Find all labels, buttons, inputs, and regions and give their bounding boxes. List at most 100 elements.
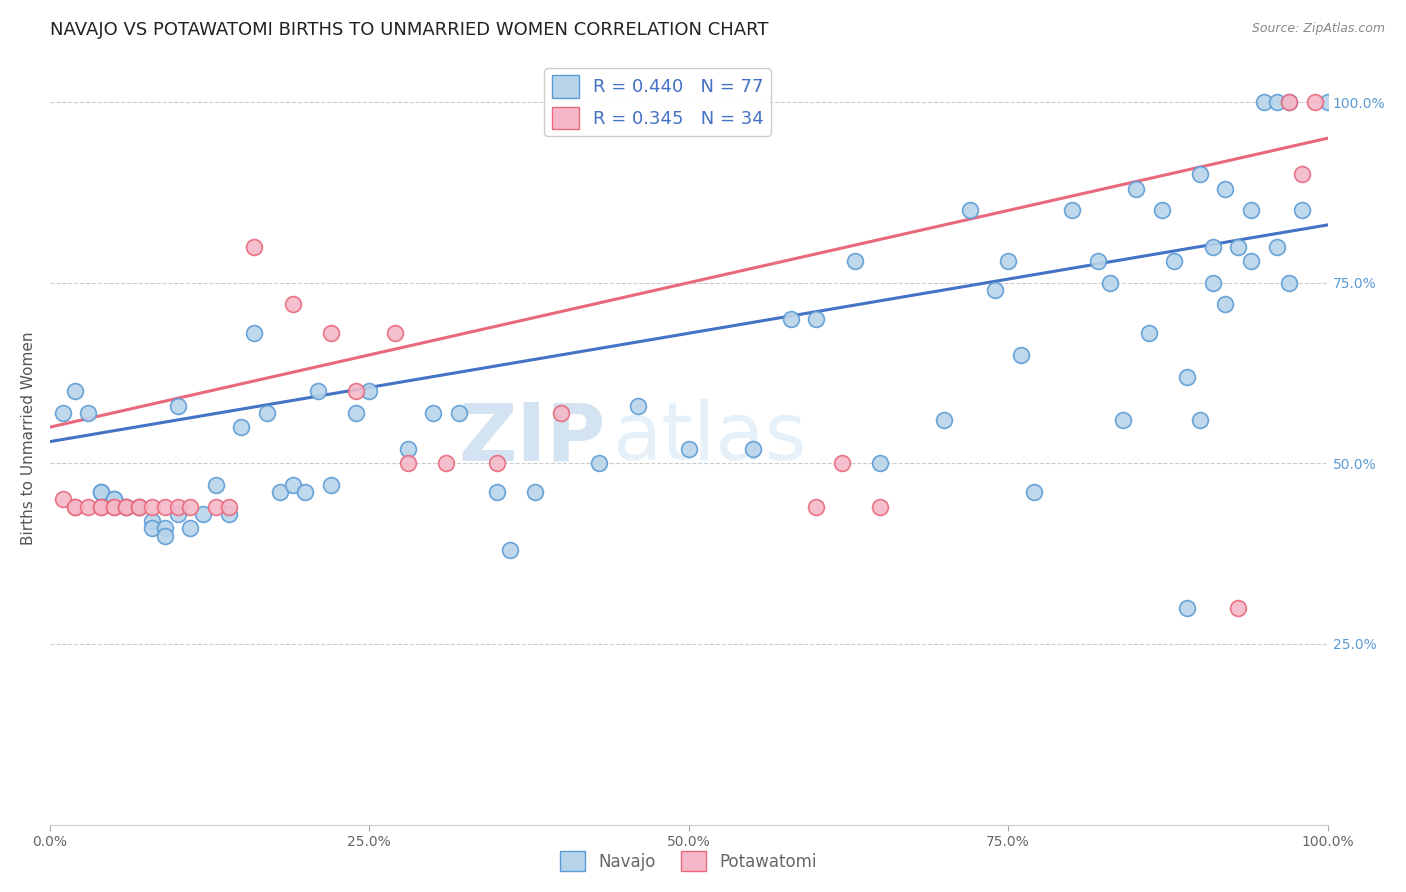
Point — [1062, 203, 1084, 218]
Point — [103, 492, 125, 507]
Point — [346, 384, 368, 398]
Point — [153, 521, 176, 535]
Point — [319, 326, 342, 341]
Point — [1278, 276, 1301, 290]
Point — [524, 485, 547, 500]
Point — [51, 406, 73, 420]
Point — [166, 500, 188, 514]
Point — [1188, 167, 1211, 181]
Point — [1188, 413, 1211, 427]
Point — [65, 500, 87, 514]
Point — [166, 507, 188, 521]
Point — [191, 507, 214, 521]
Point — [77, 406, 100, 420]
Point — [1291, 167, 1313, 181]
Point — [1150, 203, 1173, 218]
Point — [179, 521, 201, 535]
Point — [90, 485, 112, 500]
Point — [103, 500, 125, 514]
Text: atlas: atlas — [612, 399, 807, 477]
Point — [115, 500, 138, 514]
Point — [869, 456, 891, 470]
Point — [51, 492, 73, 507]
Point — [1303, 95, 1326, 109]
Point — [205, 500, 228, 514]
Point — [128, 500, 150, 514]
Point — [384, 326, 406, 341]
Point — [269, 485, 291, 500]
Point — [396, 442, 419, 456]
Point — [1253, 95, 1275, 109]
Point — [115, 500, 138, 514]
Point — [934, 413, 956, 427]
Point — [1291, 203, 1313, 218]
Point — [1316, 95, 1339, 109]
Point — [869, 500, 891, 514]
Point — [984, 283, 1007, 297]
Point — [831, 456, 853, 470]
Point — [141, 514, 163, 528]
Point — [626, 399, 648, 413]
Point — [588, 456, 610, 470]
Point — [1010, 348, 1032, 362]
Point — [141, 521, 163, 535]
Point — [678, 442, 700, 456]
Point — [422, 406, 444, 420]
Point — [90, 500, 112, 514]
Point — [434, 456, 457, 470]
Point — [485, 485, 508, 500]
Point — [231, 420, 253, 434]
Point — [1227, 239, 1250, 253]
Point — [1125, 182, 1147, 196]
Point — [128, 500, 150, 514]
Point — [1022, 485, 1045, 500]
Point — [65, 384, 87, 398]
Point — [218, 500, 240, 514]
Point — [1175, 369, 1198, 384]
Point — [115, 500, 138, 514]
Point — [281, 297, 304, 311]
Point — [115, 500, 138, 514]
Point — [103, 500, 125, 514]
Text: ZIP: ZIP — [458, 399, 606, 477]
Point — [1112, 413, 1135, 427]
Point — [153, 500, 176, 514]
Point — [1201, 239, 1223, 253]
Point — [1227, 600, 1250, 615]
Point — [1201, 276, 1223, 290]
Point — [294, 485, 316, 500]
Point — [1175, 600, 1198, 615]
Point — [243, 239, 266, 253]
Point — [1278, 95, 1301, 109]
Point — [256, 406, 278, 420]
Point — [281, 478, 304, 492]
Text: NAVAJO VS POTAWATOMI BIRTHS TO UNMARRIED WOMEN CORRELATION CHART: NAVAJO VS POTAWATOMI BIRTHS TO UNMARRIED… — [49, 21, 768, 39]
Point — [806, 500, 828, 514]
Legend: Navajo, Potawatomi: Navajo, Potawatomi — [554, 845, 824, 878]
Text: Source: ZipAtlas.com: Source: ZipAtlas.com — [1251, 22, 1385, 36]
Point — [499, 543, 522, 558]
Point — [359, 384, 381, 398]
Point — [959, 203, 981, 218]
Point — [128, 500, 150, 514]
Point — [307, 384, 329, 398]
Point — [806, 311, 828, 326]
Point — [205, 478, 228, 492]
Point — [103, 492, 125, 507]
Point — [396, 456, 419, 470]
Point — [741, 442, 763, 456]
Point — [1215, 182, 1237, 196]
Point — [1265, 239, 1288, 253]
Point — [90, 500, 112, 514]
Point — [128, 500, 150, 514]
Point — [1099, 276, 1122, 290]
Point — [218, 507, 240, 521]
Point — [844, 254, 866, 268]
Point — [447, 406, 470, 420]
Point — [1087, 254, 1109, 268]
Point — [485, 456, 508, 470]
Point — [141, 500, 163, 514]
Point — [550, 406, 572, 420]
Point — [780, 311, 803, 326]
Point — [346, 406, 368, 420]
